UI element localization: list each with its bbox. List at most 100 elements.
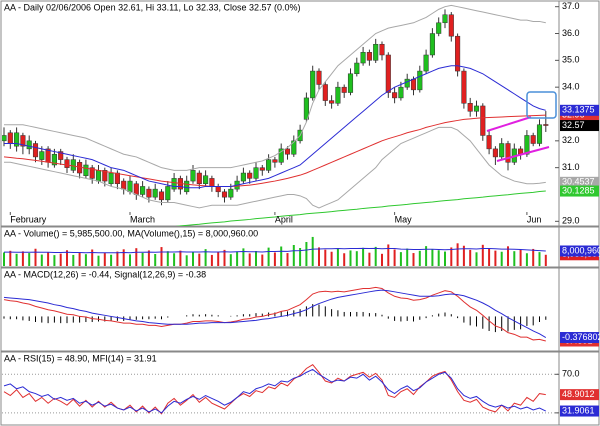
- volume-bar: [229, 254, 232, 266]
- volume-bar: [15, 253, 18, 266]
- candle-body: [410, 78, 417, 91]
- candle-body: [247, 172, 253, 179]
- volume-bar: [248, 253, 251, 266]
- volume-bar: [217, 251, 220, 266]
- candle-body: [70, 159, 76, 171]
- volume-bar: [210, 254, 213, 266]
- value-box: [560, 389, 599, 401]
- value-box-label: 32.57: [562, 120, 585, 130]
- y-tick-label: 34.0: [562, 82, 580, 92]
- candle-body: [26, 140, 32, 150]
- volume-bar: [3, 252, 5, 266]
- candle-body: [442, 14, 448, 24]
- candle-body: [108, 172, 114, 185]
- volume-bar: [456, 243, 459, 266]
- volume-bar: [59, 253, 62, 266]
- volume-bar: [437, 250, 440, 266]
- volume-bar: [368, 252, 371, 266]
- candle-body: [184, 180, 190, 193]
- volume-bar: [28, 253, 31, 266]
- candle-body: [259, 167, 265, 171]
- panel-title: AA - Daily 02/06/2006 Open 32.61, Hi 33.…: [4, 2, 301, 12]
- volume-bar: [166, 251, 169, 266]
- volume-bar: [78, 252, 81, 266]
- x-tick-label: April: [275, 214, 293, 224]
- candle-body: [133, 183, 139, 195]
- value-box: [560, 185, 599, 197]
- candle-body: [146, 188, 152, 198]
- volume-bar: [280, 246, 283, 266]
- candle-body: [385, 54, 391, 93]
- volume-bar: [525, 253, 528, 266]
- volume-bar: [198, 253, 201, 266]
- volume-bar: [431, 249, 434, 266]
- y-tick-label: 32.0: [562, 135, 580, 145]
- x-tick-label: February: [10, 214, 47, 224]
- candle-body: [417, 70, 423, 91]
- y-tick-label: 29.0: [562, 216, 580, 226]
- candle-body: [341, 86, 347, 93]
- candle-body: [423, 54, 429, 72]
- candle-body: [404, 78, 410, 88]
- candle-body: [536, 124, 543, 144]
- volume-bar: [110, 254, 113, 266]
- x-tick-label: Jun: [527, 214, 542, 224]
- candle-body: [429, 33, 435, 56]
- volume-bar: [135, 248, 138, 266]
- candle-body: [14, 132, 20, 147]
- volume-bar: [311, 236, 314, 266]
- volume-bar: [538, 252, 541, 266]
- volume-bar: [147, 250, 150, 266]
- candle-body: [480, 105, 486, 136]
- volume-bar: [349, 250, 352, 266]
- y-tick-label: 35.0: [562, 55, 580, 65]
- candle-body: [543, 124, 549, 126]
- volume-bar: [425, 246, 428, 266]
- candle-body: [373, 43, 379, 61]
- candle-body: [303, 97, 309, 120]
- candle-body: [505, 143, 511, 163]
- candle-body: [530, 135, 536, 144]
- volume-bar: [481, 244, 484, 266]
- volume-bar: [160, 247, 163, 266]
- panel-title: AA - MACD(12,26) = -0.44, Signal(12,26,9…: [4, 269, 206, 279]
- volume-bar: [494, 250, 497, 266]
- volume-bar: [343, 253, 346, 266]
- volume-bar: [66, 250, 68, 266]
- candle-body: [64, 159, 70, 168]
- candle-body: [436, 22, 442, 34]
- panel: [2, 4, 549, 226]
- volume-bar: [185, 255, 188, 266]
- value-box-label: 30.4537: [562, 177, 595, 187]
- candle-body: [51, 153, 57, 166]
- value-box: [560, 405, 599, 417]
- candle-body: [310, 70, 316, 99]
- volume-bar: [500, 251, 503, 266]
- volume-bar: [299, 248, 302, 266]
- candle-body: [473, 105, 480, 112]
- candle-body: [58, 151, 64, 160]
- volume-bar: [444, 251, 446, 266]
- value-box: [560, 245, 599, 257]
- volume-bar: [488, 248, 491, 266]
- candle-body: [158, 191, 165, 201]
- value-box-label: 48.9012: [562, 389, 595, 399]
- volume-bar: [192, 252, 194, 266]
- volume-bar: [418, 250, 421, 266]
- volume-bar: [40, 254, 43, 266]
- candle-body: [266, 159, 272, 171]
- volume-bar: [103, 253, 106, 266]
- candle-body: [102, 170, 108, 182]
- candle-body: [114, 172, 120, 185]
- value-box-label: 30.1285: [562, 185, 595, 195]
- panel: [2, 363, 558, 415]
- candle-body: [335, 86, 341, 104]
- value-box: [560, 104, 599, 116]
- candle-body: [486, 135, 492, 150]
- candle-body: [39, 151, 45, 160]
- volume-bar: [406, 248, 409, 266]
- volume-bar: [223, 249, 226, 266]
- volume-bar: [324, 249, 327, 266]
- series-line: [4, 126, 546, 209]
- volume-bar: [84, 254, 87, 266]
